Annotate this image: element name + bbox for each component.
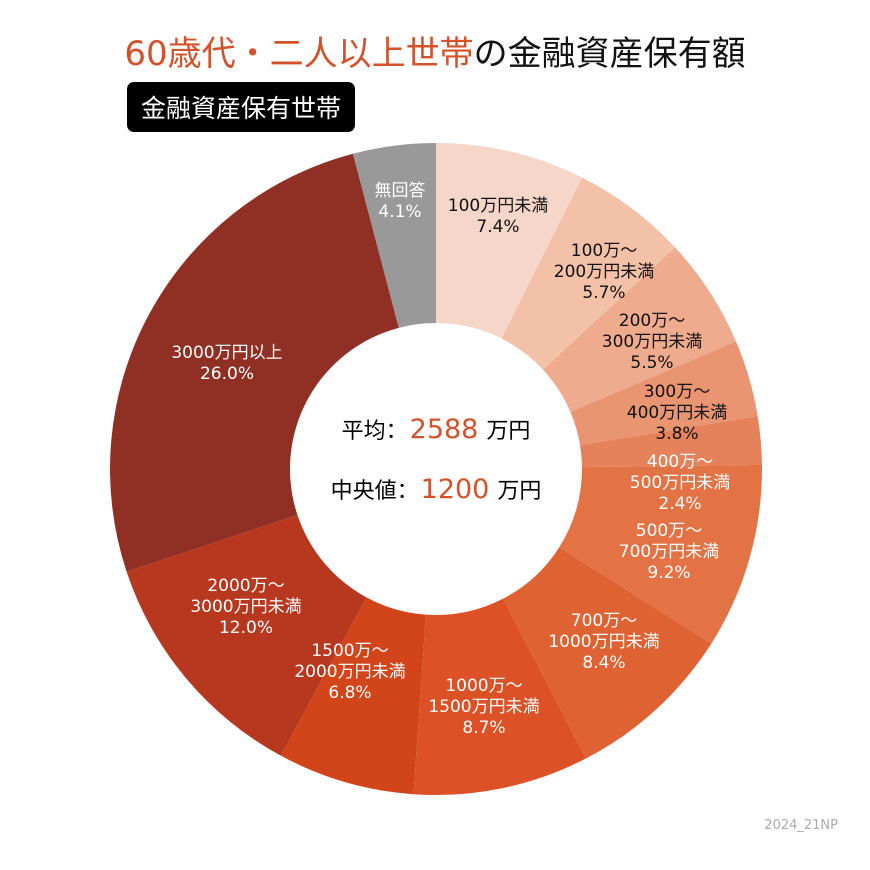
slice-label-7: 1000万〜 1500万円未満 8.7% <box>428 676 539 738</box>
slice-percent: 7.4% <box>476 217 519 237</box>
median-value: 1200 <box>421 474 490 505</box>
median-unit: 万円 <box>497 479 541 504</box>
slice-percent: 4.1% <box>378 202 421 222</box>
slice-category: 400万円未満 <box>627 403 727 423</box>
slice-category: 1500万円未満 <box>428 697 539 717</box>
slice-percent: 3.8% <box>655 424 698 444</box>
slice-category: 500万円未満 <box>630 473 730 493</box>
slice-10 <box>109 153 399 572</box>
slice-9 <box>126 514 367 756</box>
slice-label-2: 200万〜 300万円未満 5.5% <box>602 311 702 373</box>
slice-category: 700万円未満 <box>619 542 719 562</box>
slice-1 <box>501 177 676 370</box>
slice-category: 1000万〜 <box>445 676 522 696</box>
footer-code: 2024_21NP <box>764 818 838 833</box>
slice-label-4: 400万〜 500万円未満 2.4% <box>630 452 730 514</box>
slice-label-6: 700万〜 1000万円未満 8.4% <box>548 611 659 673</box>
slice-category: 300万円未満 <box>602 332 702 352</box>
slice-percent: 8.4% <box>582 653 625 673</box>
median-label: 中央値： <box>331 479 419 504</box>
slice-category: 1500万〜 <box>311 641 388 661</box>
slice-category: 1000万円未満 <box>548 632 659 652</box>
mean-unit: 万円 <box>486 419 530 444</box>
slice-category: 無回答 <box>375 181 426 201</box>
slice-category: 2000万〜 <box>207 576 284 596</box>
slice-category: 300万〜 <box>644 382 710 402</box>
slice-category: 100万円未満 <box>448 196 548 216</box>
slice-percent: 26.0% <box>200 364 254 384</box>
slice-percent: 2.4% <box>658 494 701 514</box>
slice-category: 200万円未満 <box>554 262 654 282</box>
slice-label-5: 500万〜 700万円未満 9.2% <box>619 521 719 583</box>
slice-percent: 9.2% <box>647 563 690 583</box>
slice-label-1: 100万〜 200万円未満 5.7% <box>554 241 654 303</box>
mean-value: 2588 <box>410 414 479 445</box>
slice-0 <box>436 143 583 339</box>
slice-label-3: 300万〜 400万円未満 3.8% <box>627 382 727 444</box>
slice-category: 700万〜 <box>571 611 637 631</box>
slice-label-11: 無回答 4.1% <box>375 181 426 222</box>
slice-category: 500万〜 <box>636 521 702 541</box>
slice-3 <box>570 341 758 446</box>
slice-7 <box>413 598 586 795</box>
mean-label: 平均： <box>342 419 408 444</box>
slice-percent: 5.7% <box>582 283 625 303</box>
slice-8 <box>280 597 426 795</box>
slice-label-9: 2000万〜 3000万円未満 12.0% <box>190 576 301 638</box>
slice-category: 3000万円未満 <box>190 597 301 617</box>
slice-percent: 6.8% <box>328 683 371 703</box>
slice-percent: 12.0% <box>219 618 273 638</box>
slice-category: 3000万円以上 <box>171 343 282 363</box>
slice-category: 2000万円未満 <box>294 662 405 682</box>
slice-category: 400万〜 <box>647 452 713 472</box>
slice-6 <box>503 547 712 759</box>
slice-label-10: 3000万円以上 26.0% <box>171 343 282 384</box>
slice-label-0: 100万円未満 7.4% <box>448 196 548 237</box>
median-line: 中央値：1200 万円 <box>331 474 542 505</box>
slice-4 <box>580 415 762 468</box>
slice-category: 100万〜 <box>571 241 637 261</box>
slice-11 <box>352 143 436 328</box>
slice-label-8: 1500万〜 2000万円未満 6.8% <box>294 641 405 703</box>
slice-2 <box>543 247 736 412</box>
chart-title: 60歳代・二人以上世帯の金融資産保有額 <box>124 34 746 74</box>
mean-line: 平均：2588 万円 <box>342 414 531 445</box>
slice-percent: 5.5% <box>630 353 673 373</box>
slice-category: 200万〜 <box>619 311 685 331</box>
slice-5 <box>559 464 762 644</box>
subtitle-badge: 金融資産保有世帯 <box>127 82 356 132</box>
slice-percent: 8.7% <box>462 718 505 738</box>
